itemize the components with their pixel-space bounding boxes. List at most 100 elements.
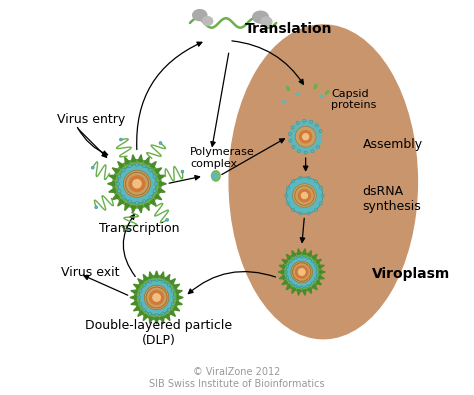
Circle shape [285, 271, 288, 273]
Polygon shape [155, 168, 162, 174]
Circle shape [91, 166, 94, 169]
Polygon shape [302, 249, 306, 254]
Circle shape [316, 271, 319, 273]
Polygon shape [279, 265, 285, 269]
Polygon shape [108, 181, 115, 186]
Circle shape [162, 280, 164, 283]
Polygon shape [170, 278, 175, 285]
Circle shape [301, 256, 303, 258]
Circle shape [304, 151, 307, 154]
Polygon shape [173, 284, 180, 289]
Polygon shape [319, 270, 325, 274]
Polygon shape [118, 199, 124, 206]
Polygon shape [211, 171, 220, 181]
Text: dsRNA
synthesis: dsRNA synthesis [363, 186, 421, 213]
Ellipse shape [301, 80, 303, 85]
Circle shape [303, 119, 306, 122]
Circle shape [291, 126, 294, 129]
Text: Virus exit: Virus exit [61, 265, 119, 278]
Circle shape [295, 126, 316, 147]
Polygon shape [118, 162, 124, 168]
Polygon shape [131, 301, 137, 305]
Polygon shape [177, 295, 183, 300]
Circle shape [149, 196, 152, 199]
Polygon shape [159, 181, 166, 186]
Circle shape [139, 290, 142, 292]
Circle shape [286, 177, 323, 214]
Polygon shape [125, 157, 130, 164]
Circle shape [166, 218, 169, 221]
Circle shape [286, 186, 289, 189]
Circle shape [289, 139, 292, 142]
Polygon shape [160, 272, 164, 278]
Circle shape [295, 265, 308, 278]
Circle shape [149, 169, 152, 172]
Circle shape [291, 261, 312, 283]
Ellipse shape [286, 87, 290, 90]
Circle shape [139, 280, 174, 315]
Polygon shape [109, 188, 116, 192]
Ellipse shape [192, 9, 207, 21]
Circle shape [286, 276, 289, 279]
Circle shape [299, 269, 305, 275]
Polygon shape [292, 250, 296, 256]
Polygon shape [149, 317, 154, 323]
Polygon shape [138, 310, 144, 316]
Polygon shape [150, 162, 156, 168]
Polygon shape [125, 203, 130, 211]
Circle shape [315, 265, 317, 267]
Polygon shape [170, 310, 175, 316]
Circle shape [139, 303, 142, 306]
Polygon shape [279, 275, 285, 279]
Circle shape [290, 260, 292, 263]
Circle shape [138, 296, 141, 299]
Polygon shape [176, 301, 182, 305]
Polygon shape [165, 314, 170, 321]
Text: Polymerase
complex: Polymerase complex [190, 147, 255, 169]
Circle shape [118, 190, 121, 193]
Circle shape [143, 308, 146, 311]
Circle shape [181, 170, 184, 173]
Circle shape [133, 180, 141, 188]
Polygon shape [150, 199, 156, 206]
Circle shape [211, 173, 217, 179]
Polygon shape [312, 254, 317, 260]
Ellipse shape [319, 95, 323, 97]
Ellipse shape [253, 11, 268, 23]
Circle shape [301, 192, 308, 199]
Polygon shape [160, 317, 164, 323]
Circle shape [122, 196, 125, 199]
Circle shape [296, 121, 299, 124]
Circle shape [306, 285, 309, 288]
Text: Transcription: Transcription [99, 222, 179, 235]
Polygon shape [138, 155, 143, 162]
Circle shape [290, 282, 292, 284]
Circle shape [118, 165, 156, 203]
Polygon shape [176, 290, 182, 294]
Circle shape [321, 194, 324, 197]
Circle shape [288, 132, 292, 135]
Circle shape [286, 202, 289, 205]
Polygon shape [112, 194, 119, 200]
Circle shape [153, 190, 156, 193]
Polygon shape [290, 121, 321, 153]
Circle shape [143, 200, 146, 203]
Circle shape [294, 257, 297, 259]
Circle shape [116, 182, 119, 185]
Polygon shape [292, 288, 296, 293]
Text: Double-layered particle
(DLP): Double-layered particle (DLP) [85, 319, 232, 347]
Polygon shape [131, 290, 137, 294]
Text: Assembly: Assembly [363, 138, 423, 151]
Circle shape [286, 265, 289, 267]
Circle shape [299, 212, 302, 215]
Polygon shape [149, 272, 154, 278]
Circle shape [298, 190, 310, 202]
Circle shape [167, 284, 170, 287]
Circle shape [118, 175, 121, 178]
Polygon shape [143, 314, 148, 321]
Circle shape [319, 186, 322, 189]
Circle shape [292, 145, 295, 149]
Circle shape [153, 294, 160, 301]
Polygon shape [319, 275, 324, 279]
Circle shape [299, 176, 302, 179]
